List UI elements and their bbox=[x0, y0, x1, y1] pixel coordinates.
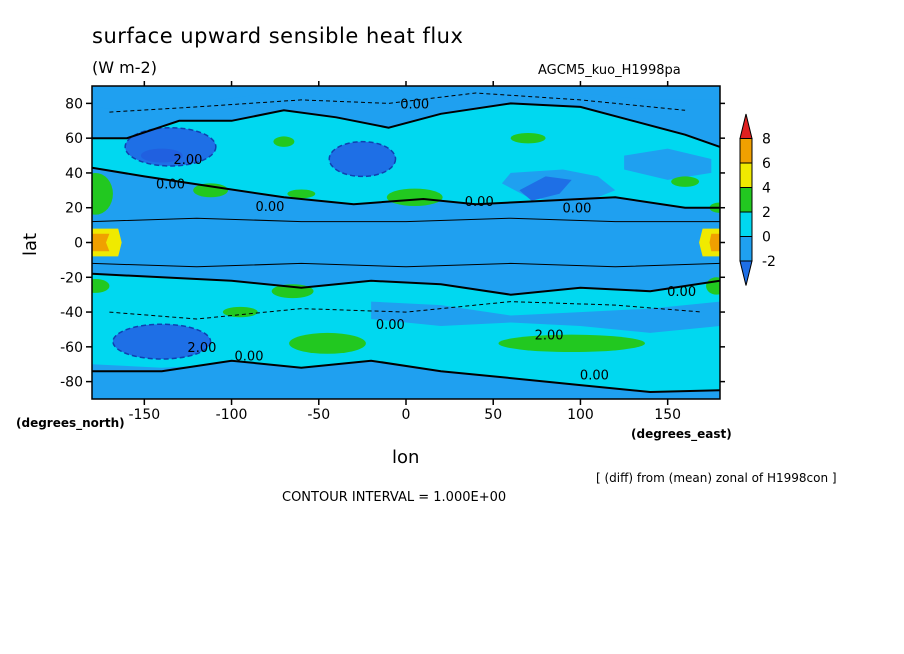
y-tick-label: 20 bbox=[65, 201, 83, 217]
colorbar-segment bbox=[739, 236, 753, 262]
green-south-3 bbox=[289, 332, 366, 354]
green-south-4 bbox=[498, 334, 645, 353]
green-north-2 bbox=[273, 136, 295, 147]
north-pacific-negative bbox=[624, 148, 712, 180]
chart-units: (W m-2) bbox=[92, 58, 157, 77]
colorbar-label: 2 bbox=[762, 205, 771, 221]
colorbar-top-arrow bbox=[739, 113, 753, 139]
hot-west-edge-core bbox=[92, 233, 110, 252]
contour-label: 0.00 bbox=[156, 177, 185, 192]
contour-label: 0.00 bbox=[255, 200, 284, 215]
band-north-polar-neg bbox=[92, 86, 406, 111]
x-tick-label: 0 bbox=[402, 407, 411, 423]
contour-north-zero bbox=[92, 102, 720, 148]
band-north-polar-neg-east bbox=[440, 86, 720, 100]
colorbar-label: 4 bbox=[762, 181, 771, 197]
y-tick-label: -20 bbox=[60, 270, 83, 286]
hot-east-edge-core bbox=[709, 233, 720, 252]
field-layer: 0.00 2.00 0.00 0.00 0.00 0.00 0.00 0.00 2.00 0.00… bbox=[92, 86, 720, 399]
green-north-5 bbox=[671, 176, 700, 187]
band-south-polar-neg bbox=[92, 360, 720, 399]
contour-label: 0.00 bbox=[465, 195, 494, 210]
diff-note: [ (diff) from (mean) zonal of H1998con ] bbox=[596, 471, 837, 485]
contour-south-zero bbox=[92, 272, 720, 296]
contour-south-polar bbox=[92, 359, 720, 394]
contour-label: 0.00 bbox=[562, 202, 591, 217]
contour-label: 0.00 bbox=[400, 97, 429, 112]
contour-eq-south bbox=[92, 262, 720, 268]
y-axis-unit: (degrees_north) bbox=[16, 416, 125, 430]
contour-label: 2.00 bbox=[535, 329, 564, 344]
green-south-1 bbox=[222, 306, 258, 318]
green-north-4 bbox=[510, 132, 546, 144]
cell-north-atlantic-low bbox=[328, 140, 397, 178]
colorbar-label: 8 bbox=[762, 132, 771, 148]
colorbar-segment bbox=[739, 162, 753, 188]
x-tick-label: -150 bbox=[128, 407, 160, 423]
colorbar-bottom-arrow bbox=[739, 260, 753, 286]
chart-title: surface upward sensible heat flux bbox=[92, 24, 464, 48]
south-midlat-negative bbox=[371, 301, 720, 333]
contour-label: 2.00 bbox=[173, 153, 202, 168]
y-tick-label: 40 bbox=[65, 166, 83, 182]
colorbar-label: 6 bbox=[762, 156, 771, 172]
y-tick-label: -60 bbox=[60, 340, 83, 356]
run-name: AGCM5_kuo_H1998pa bbox=[538, 63, 681, 78]
colorbar-label: 0 bbox=[762, 230, 771, 246]
contour-label: 0.00 bbox=[667, 285, 696, 300]
contour-north-zero-south bbox=[92, 166, 720, 209]
contour-north-dashed bbox=[109, 92, 686, 113]
colorbar-label: -2 bbox=[762, 254, 776, 270]
contour-label: 0.00 bbox=[235, 350, 264, 365]
y-tick-label: -40 bbox=[60, 305, 83, 321]
contour-south-dashed bbox=[109, 301, 703, 320]
contour-label: 0.00 bbox=[376, 318, 405, 333]
y-tick-label: 80 bbox=[65, 96, 83, 112]
cell-south-pacific-low bbox=[112, 323, 212, 360]
contour-interval: CONTOUR INTERVAL = 1.000E+00 bbox=[282, 490, 507, 505]
x-axis-unit: (degrees_east) bbox=[631, 427, 732, 441]
green-east-edge-south bbox=[706, 277, 720, 295]
x-tick-label: 150 bbox=[654, 407, 681, 423]
y-tick-label: -80 bbox=[60, 375, 83, 391]
y-tick-label: 60 bbox=[65, 131, 83, 147]
contour-label: 2.00 bbox=[187, 341, 216, 356]
contour-eq-north bbox=[92, 217, 720, 223]
band-south-positive bbox=[92, 273, 720, 396]
green-west-edge-south bbox=[92, 279, 110, 293]
green-north-3 bbox=[287, 189, 316, 199]
green-africa-north bbox=[386, 188, 443, 206]
x-tick-label: 50 bbox=[484, 407, 502, 423]
contour-label: 0.00 bbox=[580, 369, 609, 384]
cell-asia-low bbox=[519, 176, 572, 201]
x-tick-label: -100 bbox=[216, 407, 248, 423]
colorbar-segment bbox=[739, 211, 753, 237]
colorbar-segment bbox=[739, 187, 753, 213]
cell-north-pacific-core bbox=[140, 148, 183, 163]
x-tick-label: 100 bbox=[567, 407, 594, 423]
colorbar-segment bbox=[739, 138, 753, 164]
green-west-edge-north bbox=[92, 172, 113, 215]
x-axis-label: lon bbox=[392, 447, 420, 468]
y-tick-label: 0 bbox=[74, 236, 83, 252]
x-tick-label: -50 bbox=[307, 407, 330, 423]
